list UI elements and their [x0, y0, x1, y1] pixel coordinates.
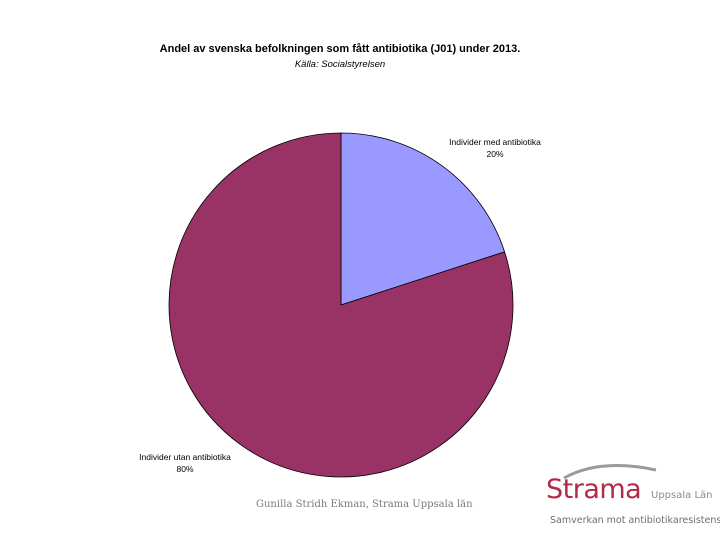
slice-label-with-antibiotics: Individer med antibiotika 20% — [420, 136, 570, 160]
chart-subtitle: Källa: Socialstyrelsen — [294, 59, 386, 70]
logo-tagline: Samverkan mot antibiotikaresistens — [550, 515, 720, 526]
footer-author: Gunilla Stridh Ekman, Strama Uppsala län — [256, 499, 473, 510]
pie-slice-1 — [168, 132, 514, 478]
slice-percent: 20% — [486, 149, 504, 159]
slice-label-without-antibiotics: Individer utan antibiotika 80% — [110, 451, 260, 475]
slice-name: Individer utan antibiotika — [139, 452, 231, 462]
logo-region: Uppsala Län — [651, 490, 713, 501]
logo-arc-icon — [563, 464, 657, 480]
leader-line-0 — [442, 162, 460, 166]
pie-slice-0 — [340, 132, 506, 306]
chart-title: Andel av svenska befolkningen som fått a… — [159, 43, 521, 55]
logo-wordmark: Strama — [546, 474, 642, 505]
strama-logo: Strama Uppsala Län Samverkan mot antibio… — [540, 462, 720, 532]
slice-percent: 80% — [176, 464, 194, 474]
slice-name: Individer med antibiotika — [449, 137, 541, 147]
